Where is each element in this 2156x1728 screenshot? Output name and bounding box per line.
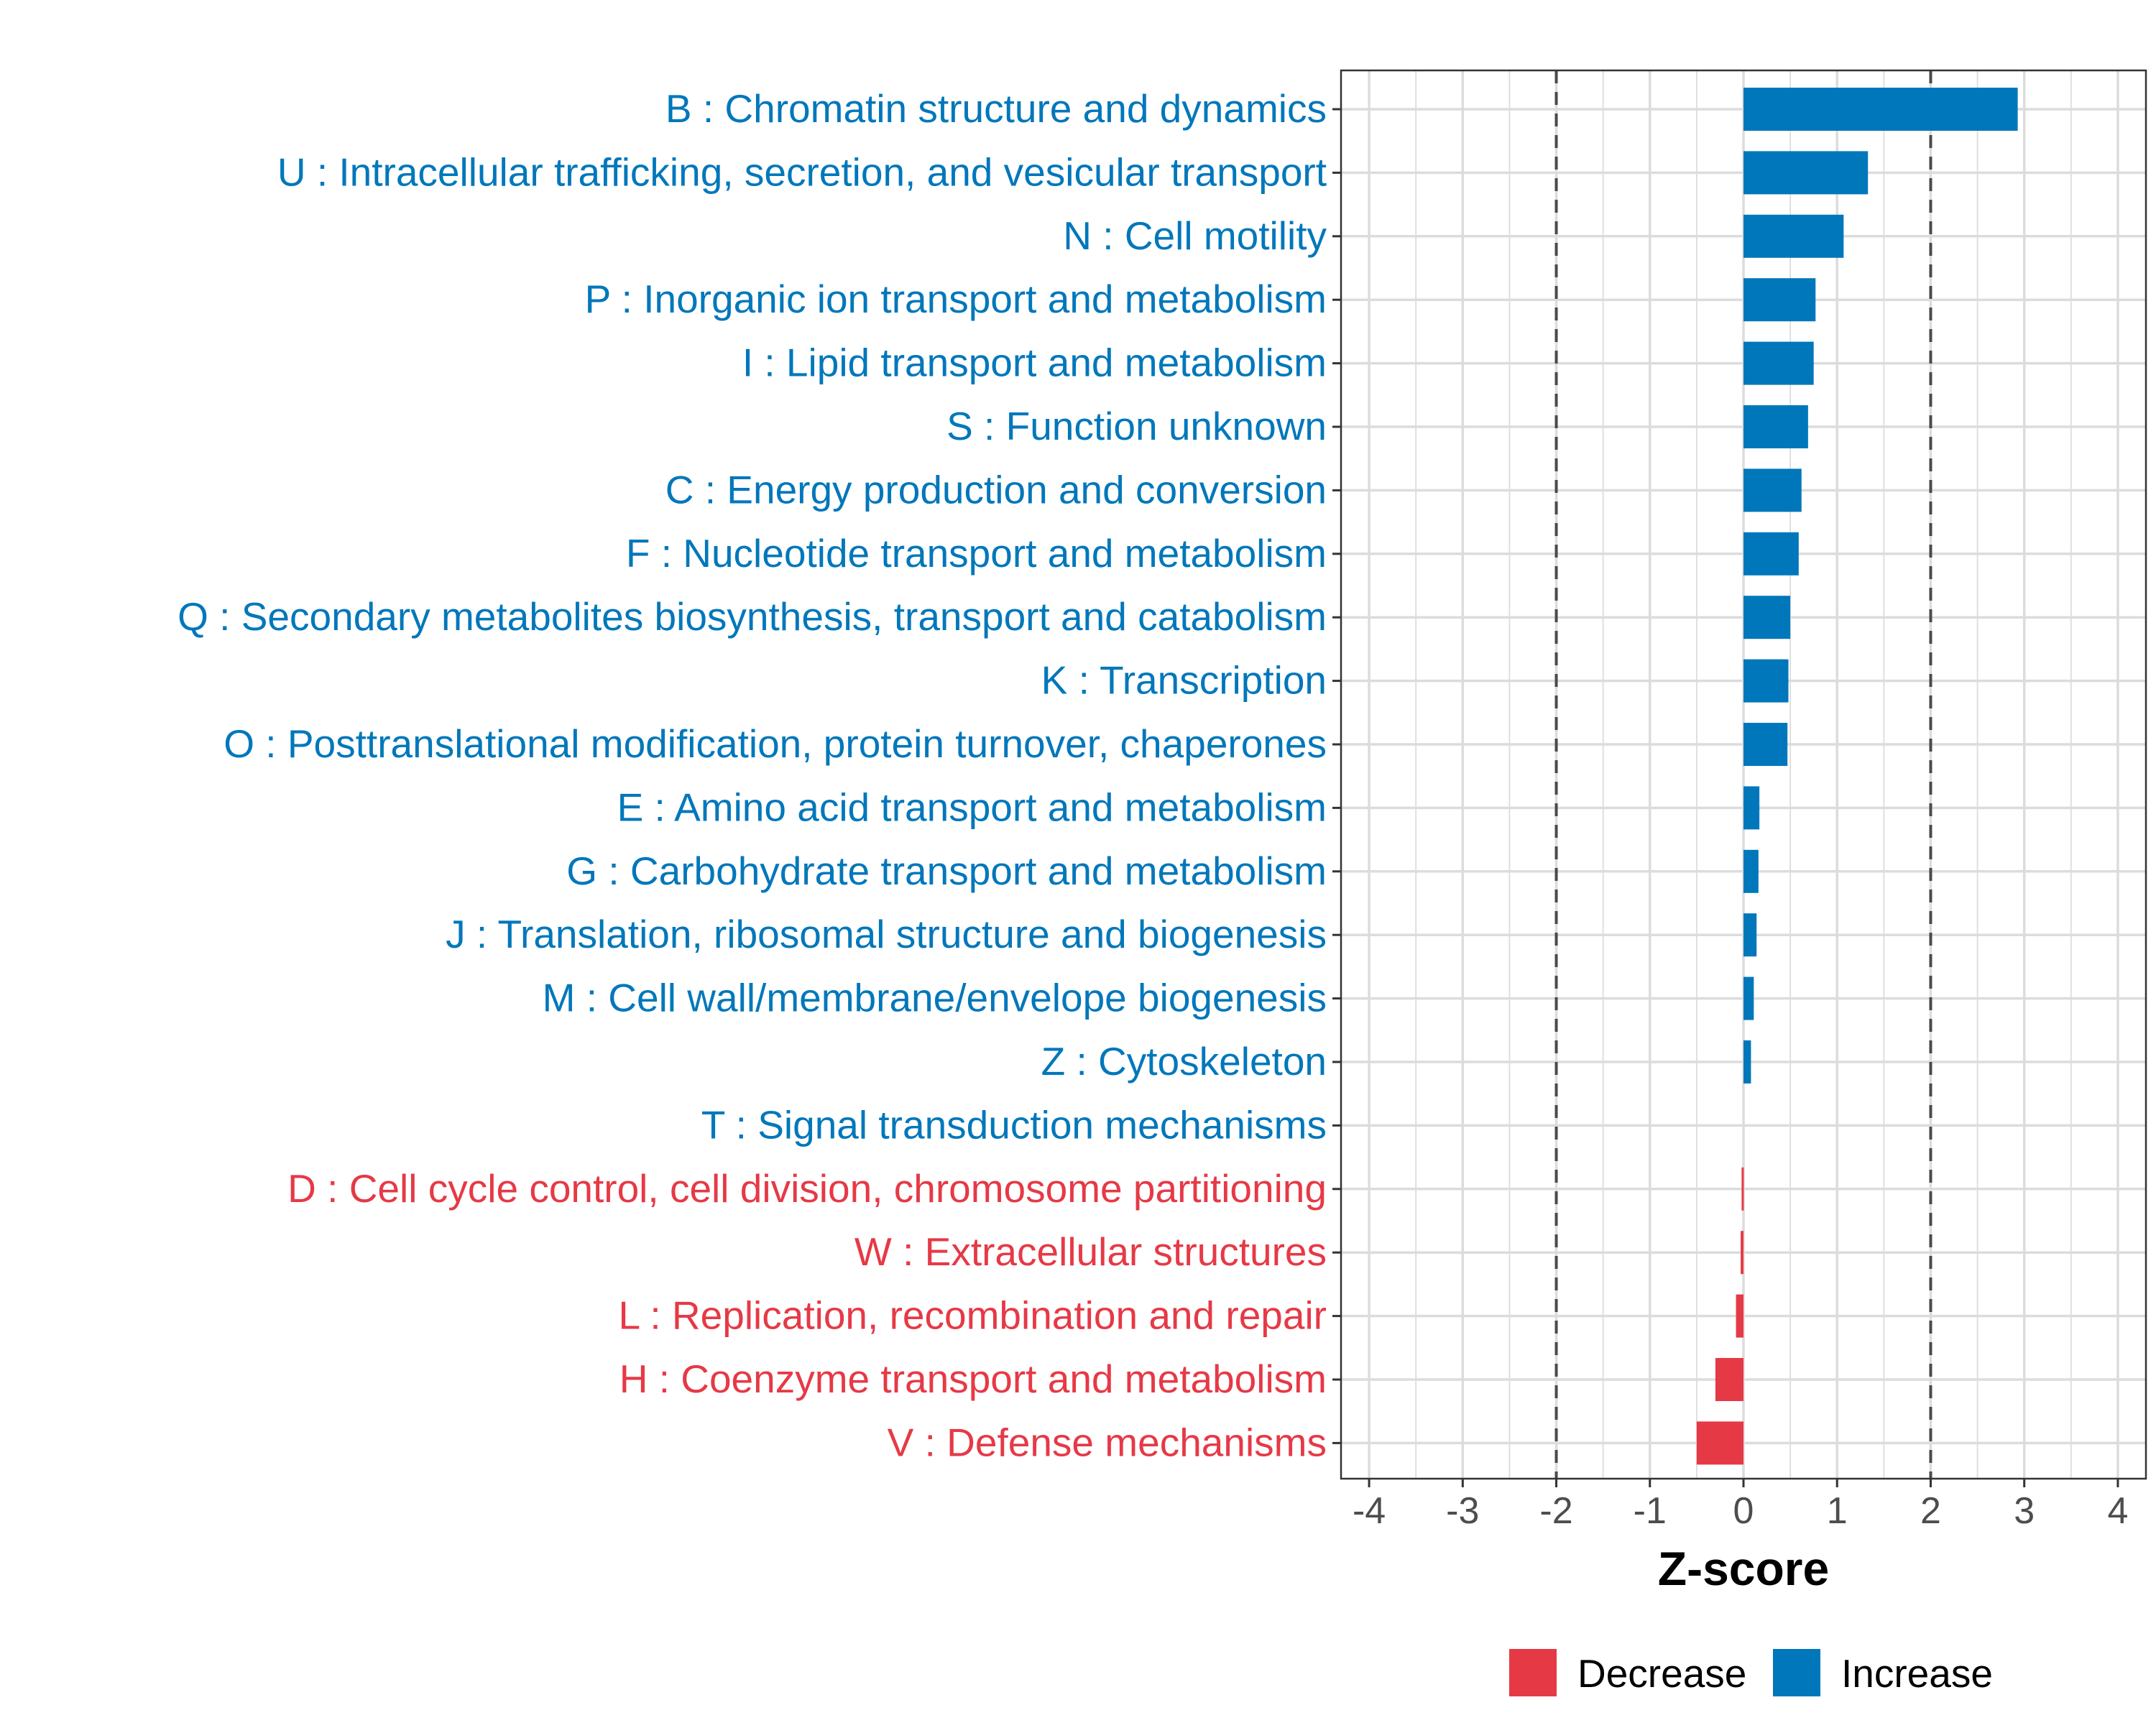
- bar: [1743, 1040, 1751, 1084]
- x-tick-label: 2: [1920, 1490, 1941, 1532]
- x-tick-label: 1: [1827, 1490, 1848, 1532]
- legend-label: Increase: [1841, 1651, 1993, 1696]
- y-tick-label: E : Amino acid transport and metabolism: [617, 785, 1327, 829]
- x-tick-label: -3: [1446, 1490, 1479, 1532]
- y-tick-label: T : Signal transduction mechanisms: [701, 1102, 1327, 1147]
- bar: [1743, 976, 1754, 1020]
- y-tick-label: K : Transcription: [1041, 658, 1327, 703]
- y-tick-label: G : Carbohydrate transport and metabolis…: [566, 849, 1327, 893]
- y-tick-label: L : Replication, recombination and repai…: [619, 1293, 1327, 1338]
- y-tick-label: C : Energy production and conversion: [665, 467, 1327, 512]
- bar: [1743, 341, 1814, 385]
- y-tick-label: J : Translation, ribosomal structure and…: [446, 912, 1327, 956]
- y-tick-label: F : Nucleotide transport and metabolism: [626, 531, 1327, 576]
- y-tick-label: B : Chromatin structure and dynamics: [665, 86, 1327, 131]
- legend-label: Decrease: [1577, 1651, 1746, 1696]
- y-tick-label: M : Cell wall/membrane/envelope biogenes…: [543, 976, 1327, 1020]
- bar: [1715, 1358, 1743, 1401]
- x-tick-label: 0: [1733, 1490, 1754, 1532]
- x-tick-label: 4: [2107, 1490, 2128, 1532]
- bar: [1736, 1294, 1743, 1338]
- legend-swatch: [1509, 1649, 1557, 1696]
- bar: [1743, 405, 1808, 448]
- bar: [1696, 1421, 1743, 1465]
- y-tick-label: V : Defense mechanisms: [888, 1420, 1327, 1464]
- y-tick-label: Q : Secondary metabolites biosynthesis, …: [178, 594, 1327, 639]
- bar: [1743, 596, 1791, 639]
- bar: [1743, 151, 1869, 195]
- y-tick-label: H : Coenzyme transport and metabolism: [619, 1357, 1327, 1401]
- bar: [1743, 278, 1816, 322]
- y-tick-label: N : Cell motility: [1063, 213, 1327, 258]
- y-tick-label: P : Inorganic ion transport and metaboli…: [585, 277, 1327, 321]
- x-axis-title: Z-score: [1658, 1542, 1829, 1595]
- y-tick-label: I : Lipid transport and metabolism: [742, 341, 1327, 385]
- bar: [1743, 786, 1760, 830]
- bar: [1743, 659, 1789, 703]
- y-tick-label: U : Intracellular trafficking, secretion…: [277, 149, 1327, 194]
- legend-swatch: [1773, 1649, 1820, 1696]
- bar: [1743, 532, 1799, 576]
- y-tick-label: W : Extracellular structures: [854, 1229, 1327, 1274]
- y-tick-label: O : Posttranslational modification, prot…: [224, 721, 1327, 766]
- x-tick-label: -4: [1353, 1490, 1386, 1532]
- x-tick-label: 3: [2014, 1490, 2035, 1532]
- bar: [1743, 214, 1844, 258]
- bar: [1741, 1231, 1743, 1275]
- bar: [1741, 1167, 1744, 1211]
- y-tick-label: Z : Cytoskeleton: [1041, 1039, 1327, 1084]
- bar: [1743, 723, 1788, 766]
- y-tick-label: S : Function unknown: [946, 404, 1327, 448]
- bar: [1743, 468, 1802, 512]
- y-tick-label: D : Cell cycle control, cell division, c…: [287, 1166, 1327, 1211]
- bar: [1743, 88, 2018, 131]
- x-tick-label: -2: [1539, 1490, 1572, 1532]
- bar: [1743, 849, 1759, 893]
- bar: [1743, 913, 1757, 957]
- x-tick-label: -1: [1634, 1490, 1667, 1532]
